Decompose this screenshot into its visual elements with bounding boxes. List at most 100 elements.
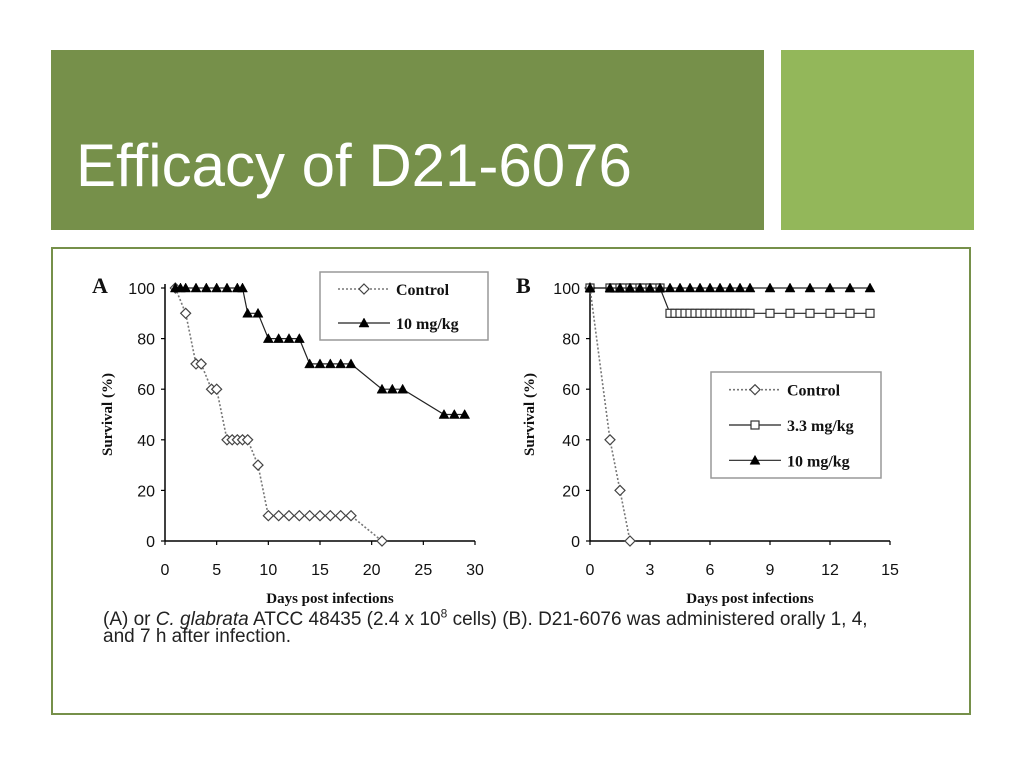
data-point	[734, 282, 746, 293]
legend-marker	[749, 454, 761, 465]
x-axis-title: Days post infections	[266, 591, 394, 607]
data-point	[190, 282, 202, 293]
data-point	[195, 358, 208, 370]
data-point	[805, 308, 815, 318]
data-point	[764, 282, 776, 293]
legend-label: 10 mg/kg	[787, 453, 850, 470]
legend: Control 3.3 mg/kg 10 mg/kg	[710, 371, 882, 479]
data-point	[634, 282, 646, 293]
data-point	[785, 308, 795, 318]
data-point	[334, 509, 347, 522]
legend-label: Control	[787, 383, 841, 400]
data-point	[654, 282, 666, 293]
data-point	[765, 308, 775, 318]
data-point	[293, 509, 306, 522]
data-point	[180, 282, 192, 293]
series-10-mg-kg	[169, 282, 471, 419]
series-control	[584, 282, 636, 547]
y-axis-title: Survival (%)	[522, 373, 538, 456]
data-point	[865, 308, 875, 318]
data-point	[694, 282, 706, 293]
data-point	[386, 383, 398, 394]
data-point	[200, 282, 212, 293]
data-point	[345, 509, 357, 522]
data-point	[684, 282, 696, 293]
data-point	[604, 433, 616, 446]
slide-title: Efficacy of D21-6076	[76, 132, 632, 199]
data-point	[335, 358, 347, 369]
data-point	[745, 308, 755, 318]
y-tick-label: 100	[128, 281, 155, 298]
data-point	[345, 358, 357, 369]
y-tick-label: 60	[137, 382, 155, 399]
x-tick-label: 20	[363, 562, 381, 579]
data-point	[262, 333, 274, 343]
data-point	[644, 282, 656, 293]
data-point	[211, 282, 223, 293]
data-point	[303, 509, 316, 522]
data-point	[293, 333, 305, 343]
data-point	[825, 308, 835, 318]
data-point	[252, 459, 264, 471]
panel-letter: B	[516, 273, 531, 298]
data-point	[704, 282, 716, 293]
data-point	[210, 383, 223, 396]
y-tick-label: 80	[562, 332, 580, 349]
data-point	[674, 282, 686, 293]
data-point	[784, 282, 796, 293]
data-point	[283, 333, 295, 343]
data-point	[724, 282, 736, 293]
x-tick-label: 0	[161, 562, 170, 579]
data-point	[584, 282, 596, 293]
data-point	[624, 535, 636, 547]
data-point	[262, 509, 275, 522]
y-tick-label: 0	[146, 534, 155, 551]
data-point	[459, 408, 471, 419]
caption-species: C. glabrata	[155, 609, 249, 630]
accent-block	[781, 50, 974, 230]
data-point	[845, 308, 855, 318]
data-point	[272, 509, 285, 522]
data-point	[242, 307, 254, 318]
x-tick-label: 9	[766, 562, 775, 579]
y-tick-label: 60	[562, 382, 580, 399]
panel-letter: A	[92, 273, 108, 298]
data-point	[844, 282, 856, 293]
data-point	[273, 333, 285, 343]
figure-caption: (A) or C. glabrata ATCC 48435 (2.4 x 108…	[103, 608, 903, 647]
y-tick-label: 80	[137, 332, 155, 349]
legend-marker	[358, 283, 370, 295]
data-point	[252, 307, 264, 318]
data-point	[324, 358, 336, 369]
data-point	[314, 509, 326, 522]
data-point	[376, 535, 388, 547]
y-tick-label: 100	[553, 281, 580, 298]
data-point	[714, 282, 726, 293]
legend-box	[319, 271, 489, 341]
data-point	[824, 282, 836, 293]
y-tick-label: 20	[562, 483, 580, 500]
data-point	[614, 484, 626, 497]
data-point	[221, 282, 233, 293]
legend-label: 10 mg/kg	[396, 316, 459, 333]
series-10-mg-kg	[584, 282, 876, 293]
x-tick-label: 30	[466, 562, 484, 579]
x-tick-label: 10	[259, 562, 277, 579]
title-band: Efficacy of D21-6076	[51, 50, 764, 230]
data-point	[744, 282, 756, 293]
y-tick-label: 0	[571, 534, 580, 551]
caption-suffix: cells) (B). D21-6076 was administered or…	[103, 609, 868, 647]
data-point	[804, 282, 816, 293]
x-tick-label: 3	[646, 562, 655, 579]
legend-label: 3.3 mg/kg	[787, 418, 854, 435]
legend-marker	[750, 420, 760, 430]
data-point	[664, 282, 676, 293]
x-tick-label: 15	[881, 562, 899, 579]
y-tick-label: 40	[562, 433, 580, 450]
legend-label: Control	[396, 282, 450, 299]
data-point	[624, 282, 636, 293]
data-point	[376, 383, 388, 394]
chart-panel-a: A 0 20 40 60 80 100 0 5 10 15 20 25 30 Days post infec…	[92, 271, 489, 607]
data-point	[614, 282, 626, 293]
